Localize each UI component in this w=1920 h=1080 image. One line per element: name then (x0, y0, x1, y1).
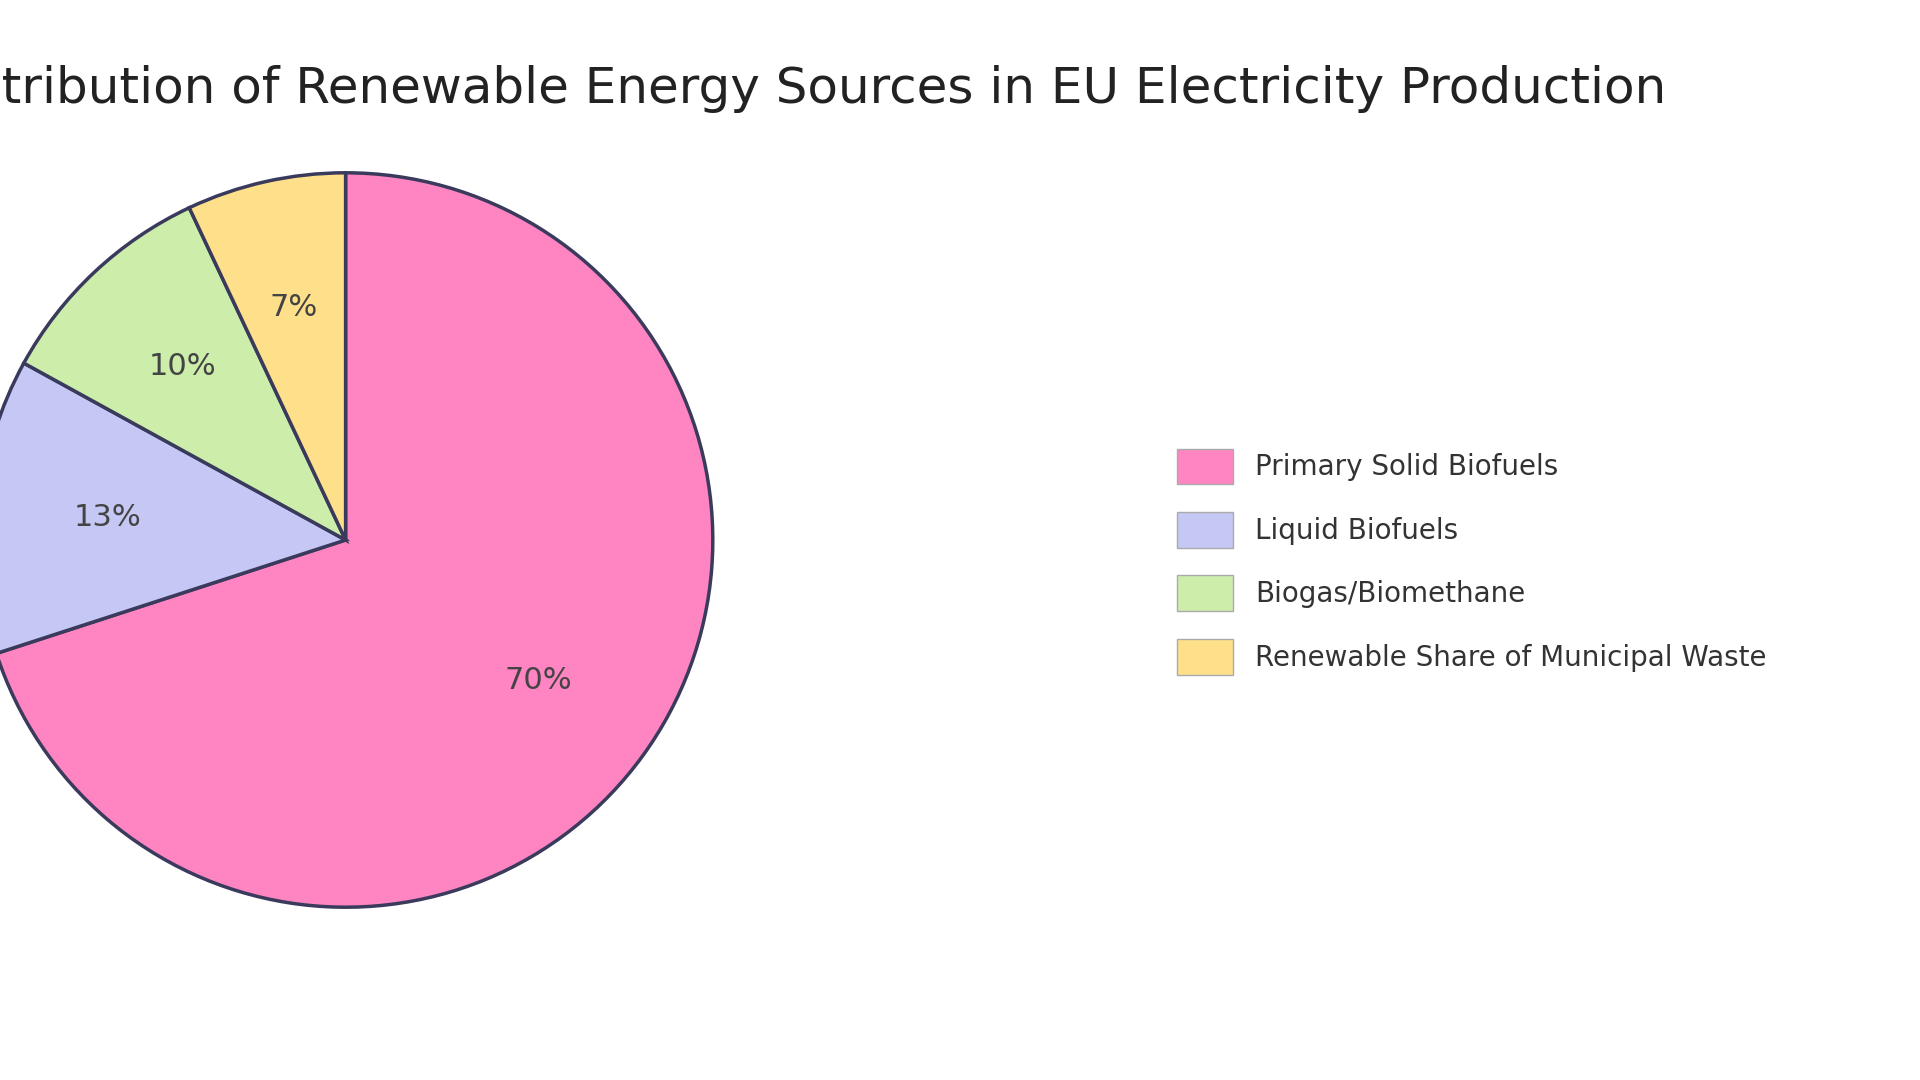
Wedge shape (0, 363, 346, 653)
Text: 10%: 10% (148, 351, 217, 380)
Text: 7%: 7% (269, 293, 317, 322)
Text: 70%: 70% (505, 665, 572, 694)
Text: 13%: 13% (75, 503, 142, 532)
Text: Distribution of Renewable Energy Sources in EU Electricity Production: Distribution of Renewable Energy Sources… (0, 65, 1667, 112)
Legend: Primary Solid Biofuels, Liquid Biofuels, Biogas/Biomethane, Renewable Share of M: Primary Solid Biofuels, Liquid Biofuels,… (1165, 437, 1778, 686)
Wedge shape (23, 207, 346, 540)
Wedge shape (190, 173, 346, 540)
Wedge shape (0, 173, 712, 907)
